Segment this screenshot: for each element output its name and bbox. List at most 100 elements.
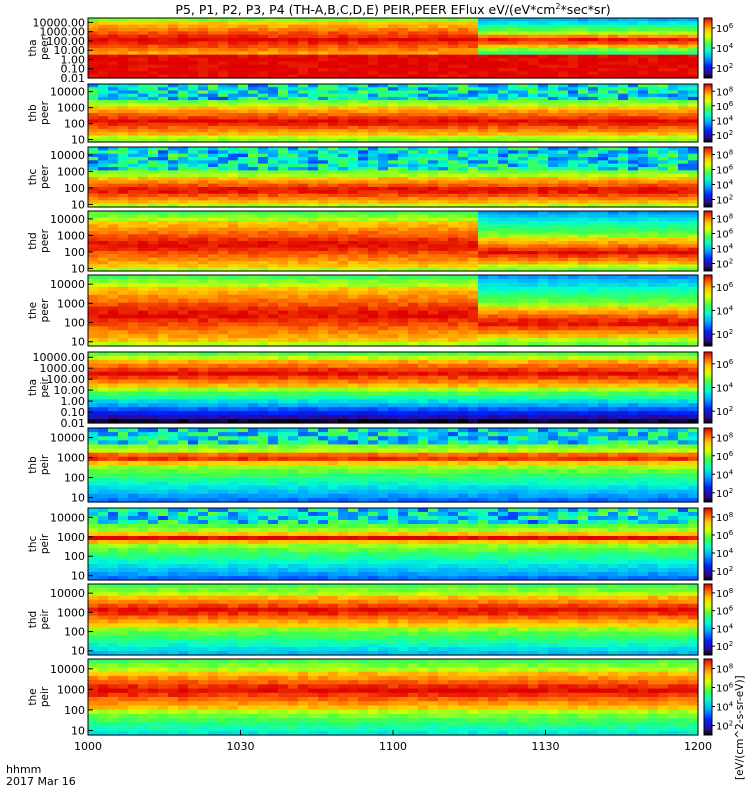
heatmap-cell <box>478 71 489 76</box>
heatmap-cell <box>328 31 339 36</box>
heatmap-cell <box>338 113 349 117</box>
heatmap-cell <box>638 257 649 262</box>
heatmap-cell <box>198 173 209 178</box>
heatmap-cell <box>448 122 459 127</box>
heatmap-cell <box>88 147 99 151</box>
heatmap-cell <box>248 214 259 219</box>
heatmap-cell <box>178 318 189 323</box>
colorbar-tick-label: 102 <box>716 258 733 271</box>
heatmap-cell <box>318 132 329 137</box>
heatmap-cell <box>628 183 639 188</box>
heatmap-cell <box>358 132 369 137</box>
heatmap-cell <box>308 294 319 300</box>
heatmap-cell <box>318 326 329 331</box>
heatmap-cell <box>138 261 149 265</box>
heatmap-cell <box>158 41 169 46</box>
heatmap-cell <box>148 187 159 191</box>
heatmap-cell <box>338 90 349 95</box>
heatmap-cell <box>228 71 239 76</box>
heatmap-cell <box>658 24 669 29</box>
heatmap-cell <box>398 170 409 175</box>
heatmap-cell <box>128 267 139 272</box>
heatmap-cell <box>508 167 519 171</box>
heatmap-cell <box>348 177 359 181</box>
heatmap-cell <box>238 41 249 46</box>
heatmap-cell <box>268 48 279 52</box>
heatmap-cell <box>218 125 229 130</box>
heatmap-cell <box>238 193 249 198</box>
heatmap-cell <box>158 224 169 229</box>
heatmap-cell <box>98 61 109 66</box>
heatmap-cell <box>298 150 309 155</box>
heatmap-cell <box>298 87 309 92</box>
heatmap-cell <box>288 93 299 98</box>
heatmap-cell <box>248 44 259 49</box>
heatmap-cell <box>528 254 539 259</box>
heatmap-cell <box>648 211 659 215</box>
heatmap-cell <box>608 138 619 143</box>
heatmap-cell <box>98 48 109 52</box>
heatmap-cell <box>488 237 499 242</box>
heatmap-cell <box>198 18 209 22</box>
heatmap-cell <box>488 28 499 32</box>
heatmap-cell <box>198 261 209 265</box>
heatmap-cell <box>148 180 159 185</box>
heatmap-cell <box>438 227 449 232</box>
heatmap-cell <box>628 68 639 72</box>
heatmap-cell <box>208 87 219 92</box>
heatmap-cell <box>548 187 559 191</box>
heatmap-cell <box>108 211 119 215</box>
heatmap-cell <box>568 167 579 171</box>
heatmap-cell <box>678 197 689 201</box>
heatmap-cell <box>518 51 529 56</box>
heatmap-cell <box>578 147 589 151</box>
heatmap-cell <box>618 64 629 69</box>
heatmap-cell <box>338 51 349 56</box>
heatmap-cell <box>188 200 199 205</box>
heatmap-cell <box>628 96 639 101</box>
heatmap-cell <box>288 254 299 259</box>
heatmap-cell <box>368 44 379 49</box>
heatmap-cell <box>128 84 139 88</box>
heatmap-cell <box>648 227 659 232</box>
heatmap-cell <box>288 211 299 215</box>
heatmap-cell <box>418 224 429 229</box>
heatmap-cell <box>618 237 629 242</box>
heatmap-cell <box>428 58 439 62</box>
heatmap-cell <box>438 106 449 111</box>
heatmap-cell <box>558 116 569 121</box>
heatmap-cell <box>278 306 289 312</box>
heatmap-cell <box>348 286 359 292</box>
heatmap-cell <box>238 183 249 188</box>
heatmap-cell <box>278 160 289 165</box>
heatmap-cell <box>598 254 609 259</box>
heatmap-cell <box>438 254 449 259</box>
heatmap-cell <box>558 135 569 140</box>
heatmap-cell <box>558 68 569 72</box>
heatmap-cell <box>458 68 469 72</box>
heatmap-cell <box>408 224 419 229</box>
heatmap-cell <box>478 100 489 104</box>
heatmap-cell <box>548 247 559 252</box>
heatmap-cell <box>658 71 669 76</box>
heatmap-cell <box>388 64 399 69</box>
heatmap-cell <box>248 93 259 98</box>
heatmap-cell <box>478 163 489 168</box>
heatmap-cell <box>628 211 639 215</box>
heatmap-cell <box>168 214 179 219</box>
heatmap-cell <box>258 68 269 72</box>
heatmap-cell <box>238 190 249 195</box>
heatmap-cell <box>178 119 189 124</box>
heatmap-cell <box>228 193 239 198</box>
heatmap-cell <box>208 41 219 46</box>
heatmap-cell <box>328 125 339 130</box>
heatmap-cell <box>138 84 149 88</box>
heatmap-cell <box>188 180 199 185</box>
heatmap-cell <box>98 135 109 140</box>
heatmap-cell <box>108 48 119 52</box>
heatmap-cell <box>168 106 179 111</box>
heatmap-cell <box>188 244 199 249</box>
heatmap-cell <box>588 190 599 195</box>
heatmap-cell <box>328 278 339 284</box>
